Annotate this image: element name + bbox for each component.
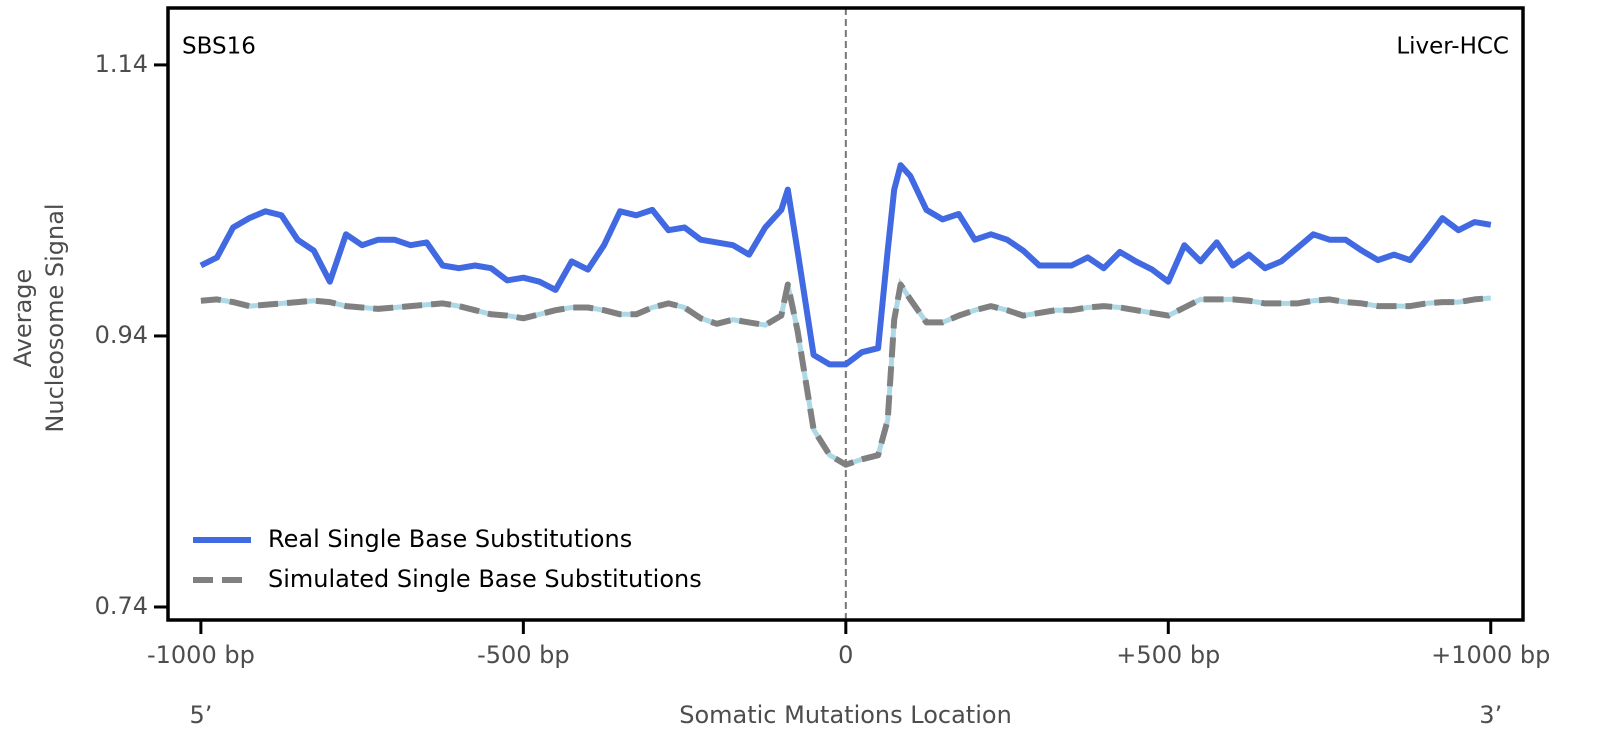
- annotation: 5’: [189, 701, 212, 729]
- legend-label: Simulated Single Base Substitutions: [268, 565, 702, 593]
- y-axis-label: Nucleosome Signal: [41, 203, 69, 432]
- y-tick-label: 1.14: [95, 50, 148, 78]
- y-tick-label: 0.74: [95, 592, 148, 620]
- y-tick-label: 0.94: [95, 321, 148, 349]
- x-tick-label: 0: [838, 641, 853, 669]
- legend-label: Real Single Base Substitutions: [268, 525, 632, 553]
- legend: Real Single Base Substitutions Simulated …: [193, 525, 702, 593]
- annotation: 3’: [1479, 701, 1502, 729]
- series-line: [199, 162, 1492, 368]
- x-tick-label: +500 bp: [1116, 641, 1220, 669]
- series-line: [200, 281, 1492, 468]
- x-tick-label: -500 bp: [477, 641, 570, 669]
- annotation: SBS16: [182, 34, 256, 60]
- annotation: Liver-HCC: [1396, 34, 1509, 60]
- plot-frame: [166, 6, 1525, 622]
- y-axis-label: Average: [9, 269, 37, 368]
- x-tick-label: +1000 bp: [1431, 641, 1550, 669]
- x-tick-label: -1000 bp: [147, 641, 255, 669]
- x-axis-label: Somatic Mutations Location: [679, 701, 1012, 729]
